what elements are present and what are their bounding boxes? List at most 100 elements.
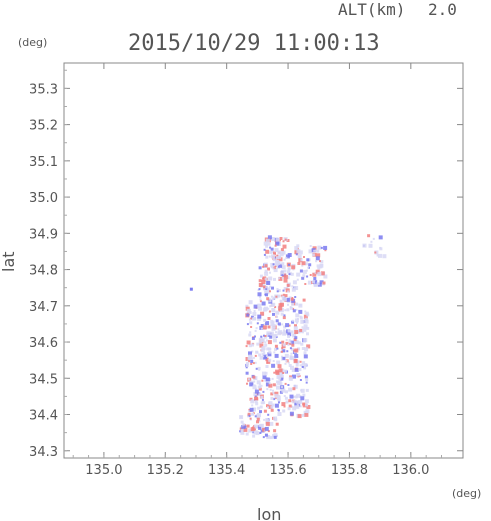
echo-pixel bbox=[247, 412, 251, 416]
echo-pixel bbox=[296, 373, 300, 377]
echo-pixel bbox=[253, 430, 258, 435]
echo-pixel bbox=[274, 353, 279, 358]
echo-pixel bbox=[272, 392, 275, 394]
echo-pixel bbox=[288, 399, 292, 403]
echo-pixel bbox=[291, 369, 295, 372]
echo-pixel bbox=[284, 309, 287, 312]
echo-pixel bbox=[267, 325, 271, 329]
echo-pixel bbox=[275, 319, 279, 323]
echo-pixel bbox=[300, 388, 305, 393]
echo-pixel bbox=[270, 405, 274, 409]
echo-pixel bbox=[275, 335, 278, 338]
echo-pixel bbox=[267, 235, 272, 240]
echo-pixel bbox=[322, 281, 326, 285]
echo-pixel bbox=[280, 312, 284, 316]
echo-pixel bbox=[319, 263, 324, 268]
echo-pixel bbox=[251, 350, 254, 353]
echo-pixel bbox=[288, 376, 293, 381]
echo-pixel bbox=[251, 337, 255, 340]
echo-pixel bbox=[265, 339, 268, 342]
echo-pixel bbox=[293, 395, 296, 398]
echo-pixel bbox=[272, 434, 275, 436]
echo-pixel bbox=[299, 269, 303, 273]
echo-pixel bbox=[295, 302, 299, 306]
echo-pixel bbox=[272, 263, 275, 266]
echo-pixel bbox=[240, 430, 245, 435]
echo-pixel bbox=[299, 328, 303, 332]
echo-pixel bbox=[293, 399, 297, 403]
echo-pixel bbox=[278, 263, 282, 268]
echo-pixel bbox=[320, 271, 325, 276]
echo-pixel bbox=[312, 280, 315, 284]
echo-pixel bbox=[302, 393, 306, 397]
echo-pixel bbox=[259, 295, 262, 298]
echo-pixel bbox=[287, 332, 292, 337]
echo-pixel bbox=[277, 412, 282, 416]
echo-pixel bbox=[276, 396, 281, 401]
echo-pixel bbox=[245, 304, 249, 308]
echo-pixel bbox=[303, 324, 308, 329]
echo-pixel bbox=[272, 360, 275, 362]
echo-pixel bbox=[249, 317, 252, 320]
echo-pixel bbox=[271, 326, 276, 331]
echo-pixel bbox=[307, 266, 310, 269]
echo-pixel bbox=[367, 234, 371, 238]
echo-pixel bbox=[278, 394, 281, 397]
echo-pixel bbox=[272, 312, 275, 316]
echo-pixel bbox=[276, 315, 278, 318]
echo-pixel bbox=[257, 385, 261, 389]
echo-pixel bbox=[279, 237, 283, 240]
echo-pixel bbox=[285, 360, 288, 362]
echo-pixel bbox=[301, 347, 305, 350]
echo-pixel bbox=[266, 357, 269, 360]
echo-pixel bbox=[278, 303, 283, 308]
echo-pixel bbox=[288, 364, 292, 367]
echo-pixel bbox=[270, 396, 274, 400]
echo-pixel bbox=[276, 290, 279, 293]
x-tick-label: 136.0 bbox=[392, 463, 429, 478]
echo-pixel bbox=[286, 276, 290, 280]
echo-pixel bbox=[301, 326, 304, 329]
echo-pixel bbox=[269, 251, 273, 254]
echo-pixel bbox=[278, 373, 283, 378]
echo-pixel bbox=[270, 266, 273, 269]
echo-pixel bbox=[282, 356, 286, 360]
echo-pixel bbox=[245, 432, 249, 436]
echo-pixel bbox=[306, 332, 309, 336]
echo-pixel bbox=[294, 358, 298, 362]
echo-pixel bbox=[295, 313, 300, 318]
echo-pixel bbox=[277, 322, 281, 326]
echo-pixel bbox=[255, 402, 259, 406]
echo-pixel bbox=[282, 316, 286, 320]
echo-pixel bbox=[309, 245, 312, 247]
echo-pixel bbox=[304, 363, 308, 367]
echo-pixel bbox=[276, 254, 279, 257]
echo-pixel bbox=[248, 410, 251, 413]
echo-pixel bbox=[245, 345, 248, 348]
echo-pixel bbox=[249, 397, 253, 401]
echo-pixel bbox=[305, 378, 309, 381]
echo-pixel bbox=[378, 253, 382, 258]
echo-pixel bbox=[297, 341, 301, 345]
echo-pixel bbox=[302, 327, 307, 332]
echo-pixel bbox=[271, 254, 275, 259]
echo-pixel bbox=[264, 271, 269, 276]
echo-pixel bbox=[382, 254, 387, 259]
echo-pixel bbox=[294, 348, 299, 353]
echo-pixel bbox=[284, 396, 288, 400]
echo-pixel bbox=[317, 245, 322, 250]
echo-pixel bbox=[294, 286, 299, 290]
echo-pixel bbox=[288, 324, 291, 327]
echo-pixel bbox=[278, 255, 282, 259]
echo-pixel bbox=[284, 362, 287, 365]
echo-pixel bbox=[288, 387, 293, 392]
echo-pixel bbox=[313, 277, 317, 280]
echo-pixel bbox=[248, 344, 252, 348]
echo-pixel bbox=[250, 357, 254, 361]
echo-pixel bbox=[304, 347, 309, 352]
y-tick-label: 35.1 bbox=[29, 155, 58, 170]
echo-pixel bbox=[254, 400, 258, 404]
echo-pixel bbox=[304, 262, 308, 266]
echo-pixel bbox=[258, 387, 262, 391]
echo-pixel bbox=[254, 329, 257, 332]
